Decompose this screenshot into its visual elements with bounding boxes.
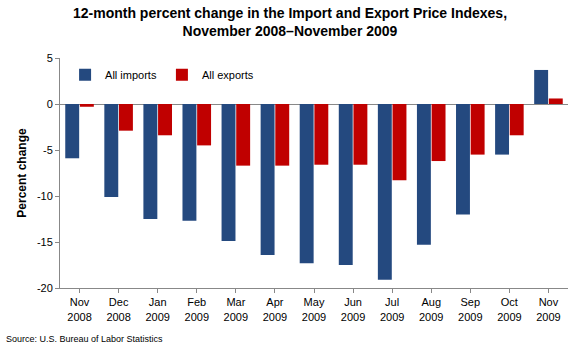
svg-text:Jul2009: Jul2009 (380, 296, 404, 322)
svg-text:Feb2009: Feb2009 (185, 296, 209, 322)
svg-text:5: 5 (47, 52, 53, 64)
svg-text:Mar2009: Mar2009 (224, 296, 248, 322)
svg-text:Source: U.S. Bureau of Labor S: Source: U.S. Bureau of Labor Statistics (6, 334, 163, 344)
svg-text:All exports: All exports (202, 69, 254, 81)
svg-text:May2009: May2009 (302, 296, 326, 322)
svg-text:Apr2009: Apr2009 (263, 296, 287, 322)
svg-text:Nov2008: Nov2008 (67, 296, 91, 322)
svg-text:Percent change: Percent change (15, 128, 29, 218)
svg-text:Jan2009: Jan2009 (145, 296, 169, 322)
svg-text:Aug2009: Aug2009 (419, 296, 443, 322)
svg-text:Oct2009: Oct2009 (497, 296, 521, 322)
svg-text:All imports: All imports (105, 69, 157, 81)
svg-text:0: 0 (47, 98, 53, 110)
svg-text:Sep2009: Sep2009 (458, 296, 482, 322)
svg-text:-20: -20 (37, 282, 53, 294)
svg-text:-15: -15 (37, 236, 53, 248)
svg-text:Nov2009: Nov2009 (536, 296, 560, 322)
svg-text:-5: -5 (43, 144, 53, 156)
svg-text:Dec2008: Dec2008 (106, 296, 130, 322)
svg-text:Jun2009: Jun2009 (341, 296, 365, 322)
svg-text:-10: -10 (37, 190, 53, 202)
svg-text:12-month percent change in the: 12-month percent change in the Import an… (73, 5, 507, 39)
